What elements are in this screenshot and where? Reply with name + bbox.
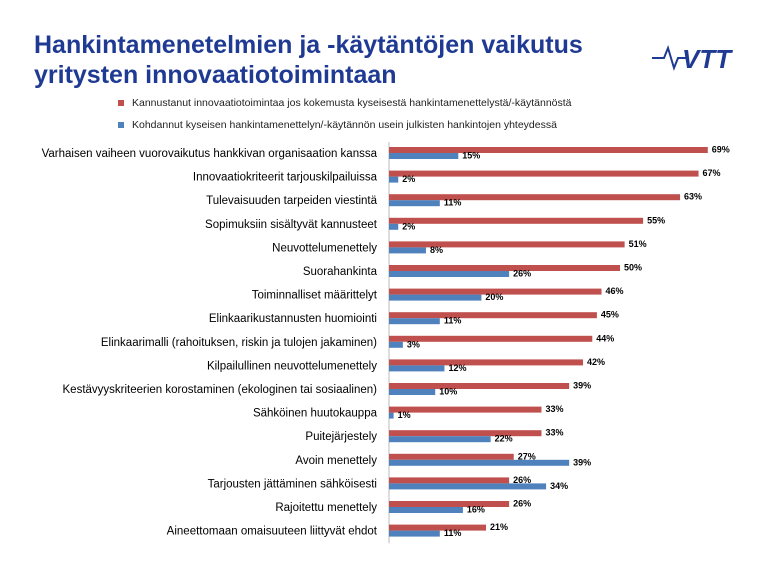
data-label-series-2: 11% bbox=[444, 316, 462, 326]
category-label: Elinkaarikustannusten huomiointi bbox=[209, 313, 377, 325]
data-label-series-2: 12% bbox=[448, 363, 466, 373]
bar-series-1 bbox=[389, 170, 699, 177]
bar-series-1 bbox=[389, 430, 542, 437]
bar-series-1 bbox=[389, 312, 597, 319]
category-label: Toiminnalliset määrittelyt bbox=[252, 290, 378, 302]
bar-series-1 bbox=[389, 217, 644, 224]
data-label-series-1: 33% bbox=[545, 428, 563, 438]
bar-series-2 bbox=[389, 247, 426, 254]
legend-item-series-1: Kannustanut innovaatiotoimintaa jos koke… bbox=[118, 92, 572, 114]
data-label-series-2: 22% bbox=[495, 434, 513, 444]
bar-series-2 bbox=[389, 223, 399, 230]
data-label-series-1: 44% bbox=[596, 333, 614, 343]
data-label-series-2: 15% bbox=[462, 151, 480, 161]
category-label: Puitejärjestely bbox=[305, 431, 377, 443]
data-label-series-1: 33% bbox=[545, 404, 563, 414]
data-label-series-1: 21% bbox=[490, 522, 508, 532]
title-line-2: yritysten innovaatiotoimintaan bbox=[34, 61, 397, 89]
data-label-series-1: 51% bbox=[629, 239, 647, 249]
data-label-series-2: 10% bbox=[439, 387, 457, 397]
category-label: Tulevaisuuden tarpeiden viestintä bbox=[206, 195, 378, 207]
data-label-series-1: 39% bbox=[573, 381, 591, 391]
data-label-series-1: 50% bbox=[624, 263, 642, 273]
data-label-series-1: 26% bbox=[513, 475, 531, 485]
bar-series-2 bbox=[389, 294, 482, 301]
legend-swatch-series-1 bbox=[118, 100, 124, 106]
bar-series-2 bbox=[389, 153, 459, 159]
bar-series-2 bbox=[389, 412, 394, 419]
data-label-series-2: 2% bbox=[402, 174, 415, 184]
bar-series-2 bbox=[389, 530, 440, 537]
data-label-series-1: 27% bbox=[518, 451, 536, 461]
category-label: Innovaatiokriteerit tarjouskilpailuissa bbox=[193, 172, 378, 184]
data-label-series-1: 55% bbox=[647, 215, 665, 225]
category-label: Sähköinen huutokauppa bbox=[253, 408, 378, 420]
category-label: Suorahankinta bbox=[303, 266, 378, 278]
category-label: Sopimuksiin sisältyvät kannusteet bbox=[205, 219, 378, 231]
data-label-series-1: 63% bbox=[684, 192, 702, 202]
bar-series-1 bbox=[389, 335, 593, 342]
data-label-series-1: 46% bbox=[606, 286, 624, 296]
legend-swatch-series-2 bbox=[118, 122, 124, 128]
bar-series-1 bbox=[389, 265, 620, 271]
bar-series-2 bbox=[389, 365, 445, 372]
bar-series-1 bbox=[389, 406, 542, 413]
data-label-series-2: 11% bbox=[444, 198, 462, 208]
bar-series-2 bbox=[389, 341, 403, 348]
data-label-series-2: 16% bbox=[467, 505, 485, 515]
data-label-series-2: 2% bbox=[402, 221, 415, 231]
category-label: Kilpailullinen neuvottelumenettely bbox=[207, 360, 377, 372]
title-line-1: Hankintamenetelmien ja -käytäntöjen vaik… bbox=[34, 31, 583, 59]
bar-series-1 bbox=[389, 194, 681, 201]
bar-series-2 bbox=[389, 436, 491, 443]
data-label-series-2: 39% bbox=[573, 457, 591, 467]
bar-series-1 bbox=[389, 383, 570, 389]
data-label-series-1: 26% bbox=[513, 499, 531, 509]
chart-title: Hankintamenetelmien ja -käytäntöjen vaik… bbox=[34, 30, 654, 90]
logo-text: VTT bbox=[682, 44, 733, 74]
data-label-series-1: 69% bbox=[712, 145, 730, 155]
category-label: Elinkaarimalli (rahoituksen, riskin ja t… bbox=[101, 337, 377, 349]
bar-series-1 bbox=[389, 477, 510, 484]
category-label: Neuvottelumenettely bbox=[272, 242, 377, 254]
data-label-series-2: 1% bbox=[398, 410, 411, 420]
legend: Kannustanut innovaatiotoimintaa jos koke… bbox=[118, 92, 572, 136]
bar-series-2 bbox=[389, 200, 440, 207]
data-label-series-1: 42% bbox=[587, 357, 605, 367]
category-label: Tarjousten jättäminen sähköisesti bbox=[208, 478, 377, 490]
legend-label-series-2: Kohdannut kyseisen hankintamenettelyn/-k… bbox=[132, 119, 557, 131]
data-label-series-2: 20% bbox=[485, 292, 503, 302]
bar-series-2 bbox=[389, 176, 399, 183]
data-label-series-2: 34% bbox=[550, 481, 568, 491]
bar-series-1 bbox=[389, 524, 487, 531]
bar-series-2 bbox=[389, 318, 440, 325]
bar-series-2 bbox=[389, 271, 510, 277]
data-label-series-2: 11% bbox=[444, 528, 462, 538]
vtt-logo: VTT bbox=[652, 44, 733, 74]
legend-item-series-2: Kohdannut kyseisen hankintamenettelyn/-k… bbox=[118, 114, 572, 136]
bar-series-1 bbox=[389, 453, 514, 460]
bar-series-1 bbox=[389, 147, 708, 153]
bar-series-2 bbox=[389, 459, 570, 466]
category-label: Aineettomaan omaisuuteen liittyvät ehdot bbox=[167, 526, 378, 538]
logo-wave-icon bbox=[652, 44, 688, 72]
data-label-series-2: 26% bbox=[513, 269, 531, 279]
bar-series-1 bbox=[389, 359, 584, 366]
bar-series-2 bbox=[389, 507, 463, 513]
data-label-series-1: 67% bbox=[703, 168, 721, 178]
category-label: Rajoitettu menettely bbox=[275, 502, 377, 514]
category-label: Avoin menettely bbox=[295, 455, 377, 467]
bar-series-1 bbox=[389, 288, 602, 295]
bar-series-1 bbox=[389, 241, 625, 248]
category-label: Varhaisen vaiheen vuorovaikutus hankkiva… bbox=[42, 148, 378, 160]
bar-series-1 bbox=[389, 501, 510, 507]
data-label-series-1: 45% bbox=[601, 310, 619, 320]
bar-series-2 bbox=[389, 389, 436, 395]
data-label-series-2: 3% bbox=[407, 339, 420, 349]
category-label: Kestävyyskriteerien korostaminen (ekolog… bbox=[63, 384, 378, 396]
legend-label-series-1: Kannustanut innovaatiotoimintaa jos koke… bbox=[132, 97, 572, 109]
data-label-series-2: 8% bbox=[430, 245, 443, 255]
bar-series-2 bbox=[389, 483, 547, 490]
